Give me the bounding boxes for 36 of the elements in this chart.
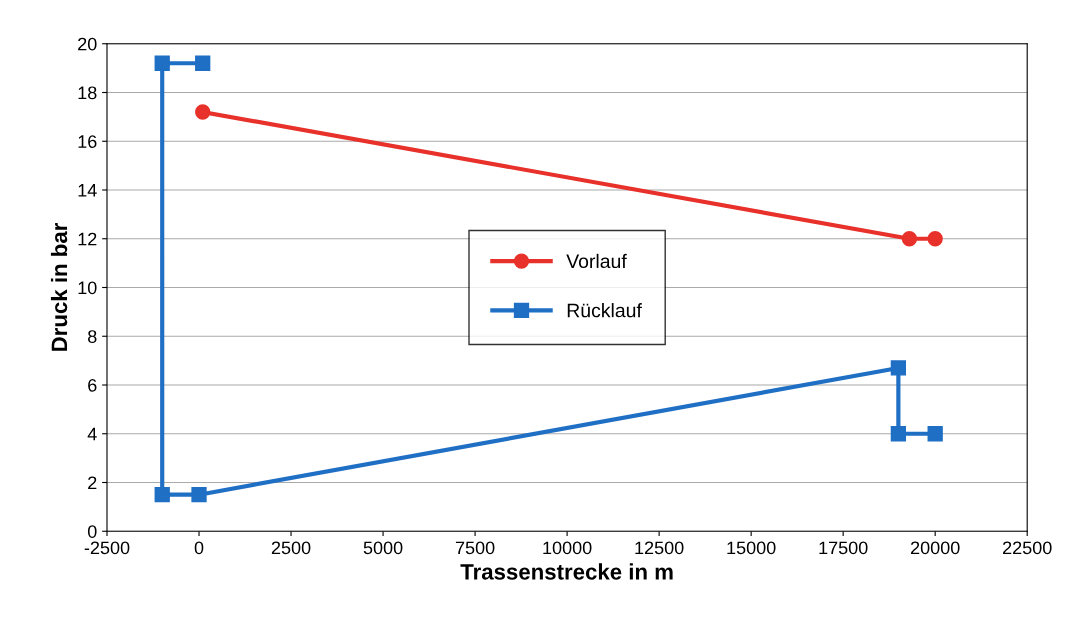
- y-tick-label: 0: [87, 525, 97, 538]
- x-tick-label: 12500: [635, 541, 684, 555]
- y-tick-label: 18: [78, 86, 97, 100]
- y-tick-label: 14: [78, 184, 97, 197]
- point: [890, 426, 907, 442]
- y-tick-label: 2: [88, 476, 97, 490]
- x-tick-label: 17500: [819, 541, 868, 555]
- point: [195, 55, 211, 71]
- y-tick-label: 6: [88, 378, 97, 392]
- x-tick-label: -2500: [84, 541, 130, 555]
- point: [890, 360, 907, 376]
- point: [901, 231, 918, 247]
- x-tick-label: 7500: [455, 541, 495, 555]
- y-tick-label: 4: [87, 427, 97, 441]
- x-tick-label: 2500: [271, 541, 311, 555]
- point: [927, 426, 943, 442]
- legend-label: Rücklauf: [567, 303, 642, 318]
- x-tick-label: 10000: [543, 541, 592, 555]
- point: [927, 231, 943, 247]
- x-tick-label: 0: [194, 541, 204, 555]
- point: [154, 487, 170, 503]
- point: [191, 487, 207, 503]
- point: [195, 104, 211, 120]
- x-tick-label: 5000: [363, 541, 403, 555]
- x-tick-label: 15000: [727, 541, 776, 555]
- y-tick-label: 8: [88, 330, 97, 343]
- y-tick-label: 10: [78, 281, 97, 295]
- y-tick-label: 20: [78, 37, 97, 51]
- y-axis-title: Druck in bar: [50, 223, 68, 351]
- x-tick-label: 22500: [1003, 541, 1052, 555]
- x-axis-title: Trassenstrecke in m: [460, 563, 673, 580]
- point: [154, 55, 170, 71]
- legend-label: Vorlauf: [566, 253, 627, 269]
- y-tick-label: 12: [78, 232, 97, 246]
- y-tick-label: 16: [78, 135, 97, 148]
- x-tick-label: 20000: [910, 541, 960, 555]
